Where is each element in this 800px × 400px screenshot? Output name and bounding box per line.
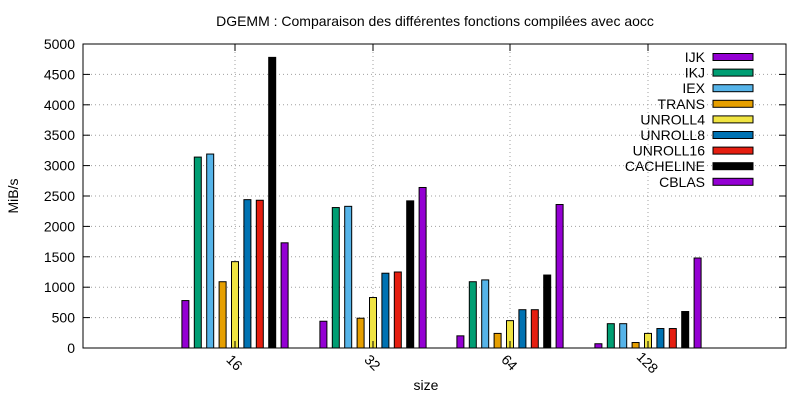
bar-cblas-32 bbox=[418, 186, 427, 349]
bar-unroll8-32 bbox=[381, 272, 390, 349]
y-axis-ticks: 0 500 1000 1500 2000 2500 3000 3500 4000 4500 5000 bbox=[44, 36, 786, 356]
bar-unroll4-16 bbox=[231, 261, 239, 349]
y-tick-label: 3000 bbox=[44, 158, 75, 174]
legend-label: UNROLL16 bbox=[633, 143, 706, 159]
x-tick-label: 128 bbox=[634, 349, 662, 377]
legend-swatch bbox=[712, 53, 754, 61]
bar-unroll8-16 bbox=[243, 199, 252, 349]
y-tick-label: 1000 bbox=[44, 279, 75, 295]
bar-ijk-32 bbox=[319, 320, 328, 349]
bar-iex-32 bbox=[344, 205, 353, 349]
bar-cacheline-64 bbox=[543, 274, 552, 349]
bar-ijk-64 bbox=[456, 335, 465, 349]
bar-unroll16-16 bbox=[255, 199, 264, 349]
legend-label: CBLAS bbox=[659, 174, 705, 190]
y-tick-label: 500 bbox=[52, 310, 76, 326]
bar-ikj-16 bbox=[193, 156, 202, 349]
y-tick-label: 5000 bbox=[44, 36, 75, 52]
bar-cblas-16 bbox=[280, 242, 289, 349]
bar-unroll4-32 bbox=[369, 297, 377, 349]
bar-iex-16 bbox=[206, 153, 215, 349]
legend-label: UNROLL4 bbox=[640, 111, 705, 127]
legend-label: UNROLL8 bbox=[640, 127, 705, 143]
legend-label: TRANS bbox=[658, 96, 705, 112]
x-tick-label: 16 bbox=[223, 351, 245, 373]
legend-swatch bbox=[712, 131, 754, 139]
legend-swatch bbox=[712, 162, 754, 171]
legend-label: IEX bbox=[682, 80, 705, 96]
legend-swatch bbox=[712, 68, 754, 77]
legend-label: CACHELINE bbox=[625, 158, 705, 174]
x-axis-ticks: 16 32 64 128 bbox=[223, 44, 662, 377]
legend-label: IJK bbox=[685, 49, 706, 65]
bar-unroll16-128 bbox=[668, 328, 677, 349]
bar-unroll16-64 bbox=[530, 309, 539, 349]
bar-trans-32 bbox=[356, 317, 365, 349]
plot-frame bbox=[82, 43, 787, 349]
legend-swatch bbox=[712, 99, 754, 108]
legend-swatch bbox=[712, 115, 754, 124]
y-tick-label: 4000 bbox=[44, 97, 75, 113]
bar-cblas-64 bbox=[555, 204, 564, 349]
chart-title: DGEMM : Comparaison des différentes fonc… bbox=[216, 13, 654, 29]
bar-unroll8-128 bbox=[656, 328, 665, 349]
bar-cblas-128 bbox=[693, 257, 702, 349]
bar-trans-64 bbox=[493, 332, 502, 349]
legend-swatch bbox=[712, 146, 754, 155]
y-tick-label: 2000 bbox=[44, 218, 75, 234]
bar-cacheline-128 bbox=[681, 311, 690, 349]
bar-ikj-32 bbox=[331, 207, 340, 349]
bar-trans-128 bbox=[631, 342, 640, 349]
bar-ijk-16 bbox=[181, 300, 190, 349]
legend-label: IKJ bbox=[685, 65, 705, 81]
bar-iex-128 bbox=[619, 323, 628, 349]
bar-unroll16-32 bbox=[393, 271, 402, 349]
bars bbox=[181, 56, 702, 349]
bar-cacheline-32 bbox=[406, 200, 415, 349]
y-tick-label: 2500 bbox=[44, 188, 75, 204]
y-tick-label: 1500 bbox=[44, 249, 75, 265]
x-tick-label: 32 bbox=[361, 351, 383, 373]
bar-ikj-64 bbox=[468, 281, 477, 349]
bar-iex-64 bbox=[481, 279, 490, 349]
y-gridlines bbox=[83, 44, 786, 348]
legend: IJKIKJIEXTRANSUNROLL4UNROLL8UNROLL16CACH… bbox=[625, 49, 754, 190]
y-axis-label: MiB/s bbox=[5, 179, 21, 214]
x-tick-label: 64 bbox=[498, 351, 520, 373]
legend-swatch bbox=[712, 84, 754, 93]
y-tick-label: 3500 bbox=[44, 127, 75, 143]
x-axis-label: size bbox=[414, 377, 439, 393]
y-tick-label: 0 bbox=[67, 340, 75, 356]
bar-ijk-128 bbox=[594, 343, 603, 349]
y-tick-label: 4500 bbox=[44, 66, 75, 82]
bar-cacheline-16 bbox=[268, 56, 277, 349]
bar-ikj-128 bbox=[606, 323, 615, 349]
legend-swatch bbox=[712, 177, 754, 186]
bar-trans-16 bbox=[218, 281, 227, 349]
bar-unroll8-64 bbox=[518, 309, 527, 349]
